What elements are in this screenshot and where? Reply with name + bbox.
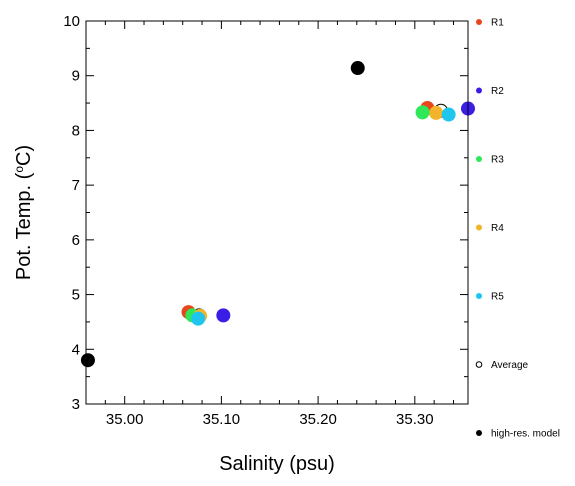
- legend-label-r3: R3: [491, 155, 504, 166]
- legend-label-r2: R2: [491, 86, 504, 97]
- y-tick-label: 4: [72, 341, 80, 358]
- x-tick-label: 35.20: [299, 411, 337, 428]
- y-tick-label: 9: [72, 68, 80, 85]
- r5-point: [441, 107, 456, 122]
- high-res-model-point: [350, 61, 365, 76]
- legend-marker-r3: [476, 156, 482, 162]
- x-tick-label: 35.10: [203, 411, 241, 428]
- legend-label-r4: R4: [491, 223, 504, 234]
- legend-label-r5: R5: [491, 292, 504, 303]
- y-tick-label: 3: [72, 396, 80, 413]
- legend-marker-r1: [476, 19, 482, 25]
- legend: R1 R2 R3 R4 R5 Average high-res. model: [475, 18, 560, 440]
- high-res-model-point: [80, 353, 95, 368]
- y-axis-title: Pot. Temp. (oC): [12, 145, 35, 280]
- y-tick-label: 7: [72, 177, 80, 194]
- legend-label-r1: R1: [491, 18, 504, 29]
- r5-point: [191, 311, 206, 326]
- x-axis-title: Salinity (psu): [219, 453, 335, 475]
- legend-marker-r4: [476, 224, 482, 231]
- r4-point: [429, 105, 444, 120]
- r2-point: [216, 308, 231, 323]
- legend-marker-r5: [476, 293, 482, 299]
- y-tick-label: 5: [72, 287, 80, 304]
- legend-marker-r2: [476, 87, 482, 94]
- legend-label-high-res-model: high-res. model: [491, 429, 560, 440]
- legend-label-average: Average: [491, 360, 529, 371]
- x-tick-label: 35.30: [396, 411, 434, 428]
- legend-marker-high-res-model: [476, 430, 482, 436]
- r3-point: [415, 105, 430, 120]
- tick-labels: 35.00 35.10 35.20 35.30 3 4 5 6 7 8 9 10: [63, 13, 433, 428]
- plot-frame: [85, 20, 469, 405]
- legend-marker-average: [475, 361, 483, 368]
- y-tick-label: 6: [72, 232, 80, 249]
- data-points: [80, 61, 475, 368]
- y-tick-label: 8: [72, 122, 80, 139]
- x-tick-label: 35.00: [106, 411, 144, 428]
- y-tick-label: 10: [63, 13, 80, 30]
